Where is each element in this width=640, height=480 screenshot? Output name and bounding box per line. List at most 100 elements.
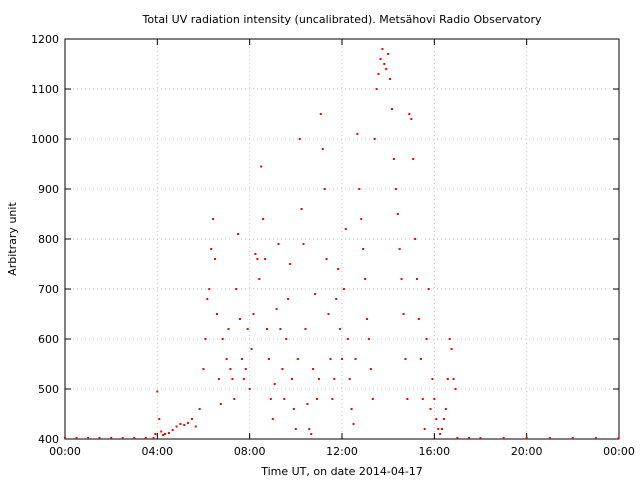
data-point — [237, 233, 240, 235]
data-point — [242, 378, 245, 380]
data-point — [202, 368, 205, 370]
data-point — [214, 258, 216, 260]
data-point — [167, 432, 170, 434]
data-point — [398, 248, 401, 250]
data-point — [594, 437, 597, 439]
data-point — [154, 433, 157, 435]
data-point — [452, 378, 455, 380]
data-point — [373, 138, 376, 140]
data-point — [231, 378, 234, 380]
y-tick-label: 1000 — [31, 133, 59, 146]
data-point — [348, 378, 351, 380]
data-point — [408, 113, 411, 115]
data-point — [392, 158, 395, 160]
data-point — [371, 398, 374, 400]
data-point — [454, 388, 457, 390]
data-point — [221, 338, 224, 340]
data-point — [164, 433, 166, 435]
data-point — [431, 378, 434, 380]
data-point — [98, 437, 101, 439]
data-point — [342, 288, 345, 290]
y-axis-title: Arbitrary unit — [6, 202, 19, 276]
x-tick-label: 00:00 — [603, 445, 635, 458]
data-point — [264, 258, 267, 260]
data-point — [439, 433, 442, 435]
y-tick-label: 700 — [38, 283, 59, 296]
data-point — [260, 165, 263, 168]
data-point — [400, 278, 403, 280]
data-point — [419, 358, 422, 360]
data-point — [191, 418, 193, 420]
data-point — [387, 53, 390, 55]
data-point — [287, 298, 290, 300]
data-point — [217, 378, 220, 380]
data-point — [402, 313, 405, 315]
data-point — [421, 398, 424, 400]
data-point — [285, 338, 288, 340]
data-point — [391, 108, 393, 110]
data-point — [250, 348, 253, 350]
data-point — [389, 78, 392, 80]
data-point — [412, 158, 415, 160]
data-point — [417, 318, 420, 320]
data-point — [64, 437, 66, 439]
data-point — [406, 398, 409, 400]
data-point — [381, 48, 384, 50]
data-point — [479, 437, 482, 439]
data-point — [446, 378, 449, 380]
data-point — [341, 358, 343, 360]
data-point — [375, 88, 378, 90]
x-tick-label: 08:00 — [234, 445, 266, 458]
data-point — [433, 398, 436, 400]
data-point — [244, 368, 247, 370]
data-point — [248, 388, 251, 390]
data-point — [396, 213, 399, 215]
data-point — [298, 138, 301, 140]
data-point — [316, 398, 318, 400]
data-point — [212, 218, 215, 220]
data-point — [329, 358, 332, 360]
y-tick-label: 800 — [38, 233, 59, 246]
data-point — [337, 268, 340, 270]
data-point — [548, 437, 551, 439]
data-point — [350, 408, 353, 410]
y-tick-label: 1200 — [31, 33, 59, 46]
data-point — [229, 368, 232, 370]
data-point — [219, 403, 222, 405]
data-point — [525, 437, 528, 439]
data-point — [358, 188, 361, 190]
data-point — [360, 218, 363, 220]
data-point — [362, 248, 365, 250]
data-point — [443, 418, 445, 420]
data-point — [281, 368, 284, 370]
data-point — [216, 313, 218, 315]
data-point — [314, 293, 317, 295]
data-point — [275, 308, 278, 310]
data-point — [571, 437, 574, 439]
data-point — [294, 428, 297, 430]
data-point — [331, 398, 334, 400]
data-point — [171, 429, 174, 431]
y-tick-label: 900 — [38, 183, 59, 196]
data-point — [354, 358, 357, 360]
data-point — [437, 428, 440, 430]
data-point — [198, 408, 201, 410]
data-points — [64, 48, 620, 439]
data-point — [291, 378, 293, 380]
data-point — [312, 368, 315, 370]
data-point — [379, 58, 382, 60]
data-point — [335, 298, 338, 300]
data-point — [323, 188, 326, 190]
data-point — [310, 433, 313, 435]
data-point — [304, 328, 307, 330]
x-tick-label: 04:00 — [141, 445, 173, 458]
data-point — [364, 278, 367, 280]
x-tick-label: 00:00 — [49, 445, 81, 458]
data-point — [321, 148, 324, 150]
data-point — [266, 328, 268, 330]
data-point — [283, 398, 286, 400]
data-point — [258, 278, 261, 280]
x-tick-labels: 00:00 04:00 08:00 12:00 16:00 20:00 00:00 — [49, 445, 635, 458]
data-point — [377, 73, 380, 75]
